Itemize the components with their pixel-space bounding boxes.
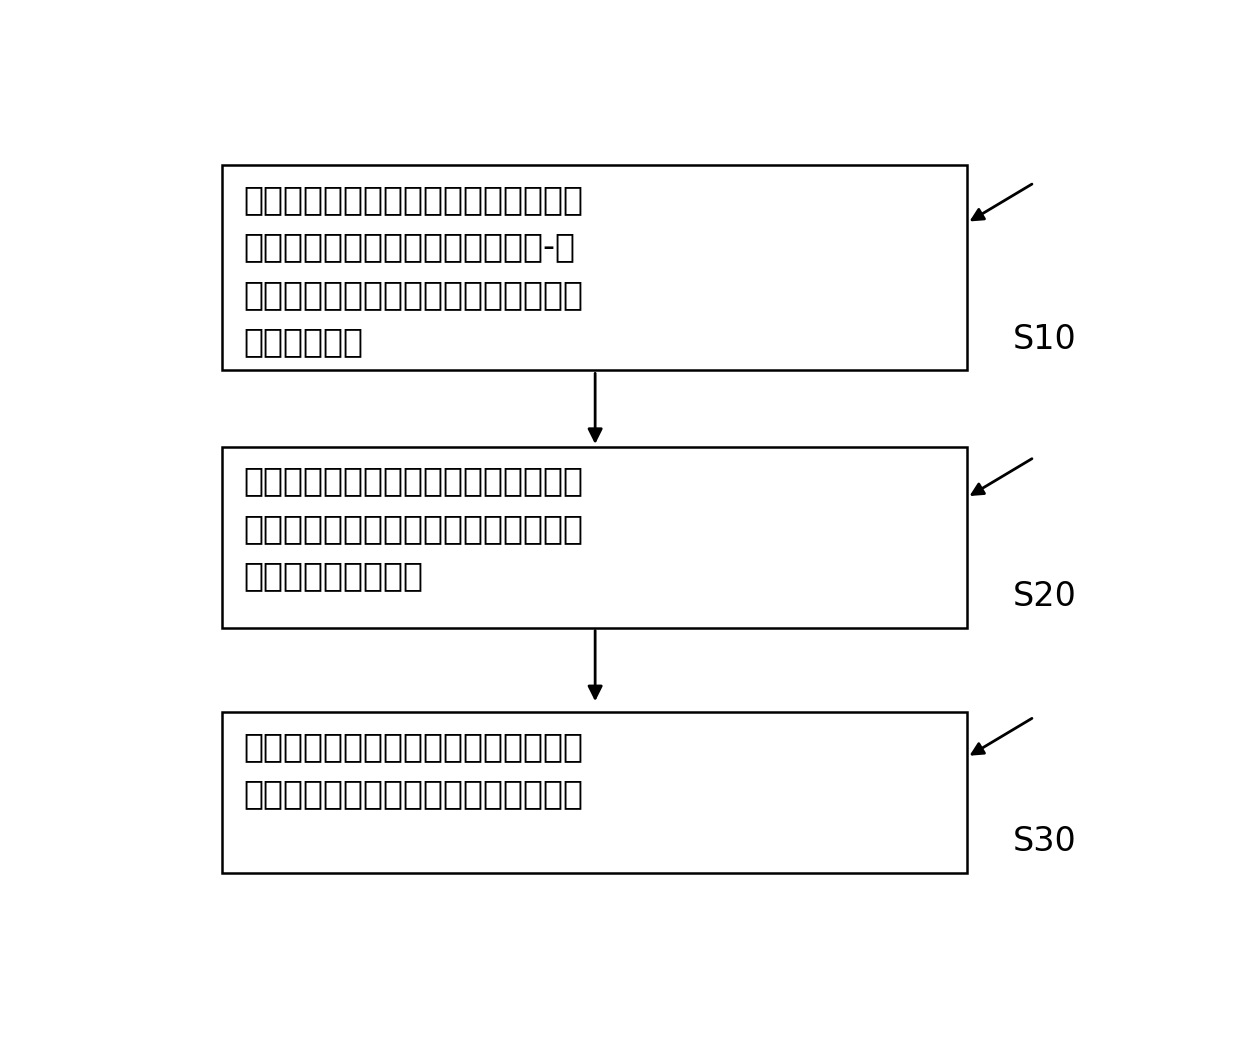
- Text: S30: S30: [1013, 826, 1076, 858]
- Text: 辊压设备按目标加工参数设置对钢带进
行辊压加工，得到高精度辊压成型件。: 辊压设备按目标加工参数设置对钢带进 行辊压加工，得到高精度辊压成型件。: [243, 730, 583, 810]
- Text: S10: S10: [1013, 323, 1076, 356]
- Bar: [222, 712, 967, 873]
- Bar: [222, 165, 967, 371]
- Bar: [222, 447, 967, 627]
- Text: S20: S20: [1013, 580, 1078, 613]
- Text: 基于测量得到的钢带厚度轮廓以及数据
中心的加工参数数据库匹配计算钢带的
目标加工参数设置；: 基于测量得到的钢带厚度轮廓以及数据 中心的加工参数数据库匹配计算钢带的 目标加工…: [243, 465, 583, 592]
- Text: 预先测量待加工钢带的钢带厚度轮廓，
钢带厚度轮廓采用钢带实时厚度值-测
量时间作为输出结果并将其传输至加工
参数数据库；: 预先测量待加工钢带的钢带厚度轮廓， 钢带厚度轮廓采用钢带实时厚度值-测 量时间作…: [243, 183, 583, 358]
